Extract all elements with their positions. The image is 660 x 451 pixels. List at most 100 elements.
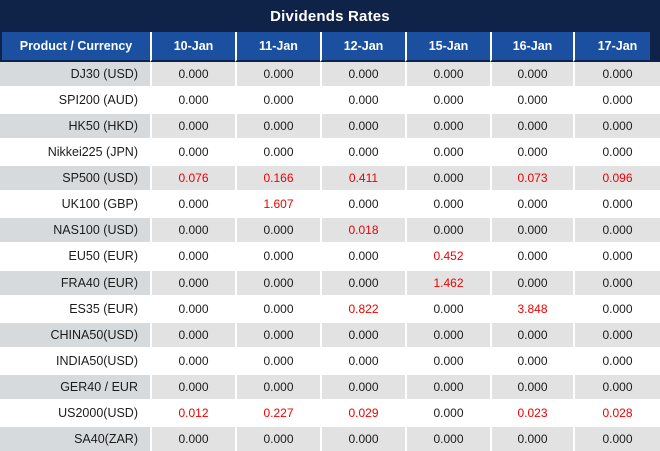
table-row: GER40 / EUR 0.000 0.000 0.000 0.000 0.000 0.00… <box>0 372 660 399</box>
product-label: DJ30 (USD) <box>0 62 150 87</box>
dividend-rate-cell: 0.000 <box>235 426 320 451</box>
dividend-rate-cell: 0.000 <box>490 140 573 165</box>
dividend-rate-cell: 0.000 <box>320 244 405 269</box>
date-column-header: 16-Jan <box>490 32 573 62</box>
product-label: US2000(USD) <box>0 400 150 425</box>
dividend-rate-cell: 0.411 <box>320 166 405 191</box>
dividend-rate-cell: 0.000 <box>405 348 490 373</box>
product-label: UK100 (GBP) <box>0 192 150 217</box>
dividend-rate-cell: 0.227 <box>235 400 320 425</box>
dividend-rate-cell: 0.000 <box>150 296 235 321</box>
table-row: EU50 (EUR) 0.000 0.000 0.000 0.452 0.000 0.000 <box>0 242 660 269</box>
dividend-rate-cell: 0.000 <box>320 270 405 295</box>
dividend-rate-cell: 0.000 <box>235 140 320 165</box>
corner-header-product-currency: Product / Currency <box>0 32 150 62</box>
dividend-rate-cell: 0.000 <box>573 140 660 165</box>
table-row: DJ30 (USD) 0.000 0.000 0.000 0.000 0.000 0.000 <box>0 62 660 87</box>
dividend-rate-cell: 0.000 <box>150 192 235 217</box>
dividend-rate-cell: 0.000 <box>405 192 490 217</box>
dividend-rate-cell: 0.000 <box>573 374 660 399</box>
dividend-rate-cell: 0.028 <box>573 400 660 425</box>
dividend-rate-cell: 0.000 <box>490 218 573 243</box>
table-row: NAS100 (USD) 0.000 0.000 0.018 0.000 0.000 0.0… <box>0 216 660 243</box>
dividend-rate-cell: 0.000 <box>405 88 490 113</box>
dividend-rate-cell: 0.000 <box>320 348 405 373</box>
dividend-rate-cell: 0.000 <box>405 114 490 139</box>
dividend-rate-cell: 0.000 <box>405 400 490 425</box>
date-column-header: 15-Jan <box>405 32 490 62</box>
dividend-rate-cell: 0.000 <box>573 270 660 295</box>
dividend-rate-cell: 0.000 <box>150 62 235 87</box>
dividend-rate-cell: 0.000 <box>573 114 660 139</box>
dividend-rate-cell: 0.000 <box>405 218 490 243</box>
date-column-header: 11-Jan <box>235 32 320 62</box>
panel-title: Dividends Rates <box>0 0 660 32</box>
dividend-rate-cell: 0.000 <box>490 62 573 87</box>
dividend-rate-cell: 0.000 <box>235 244 320 269</box>
dividend-rate-cell: 1.462 <box>405 270 490 295</box>
dividend-rate-cell: 0.000 <box>320 374 405 399</box>
dividend-rate-cell: 0.000 <box>150 88 235 113</box>
product-label: ES35 (EUR) <box>0 296 150 321</box>
table-row: Nikkei225 (JPN) 0.000 0.000 0.000 0.000 0.000… <box>0 138 660 165</box>
dividend-rate-cell: 0.000 <box>320 426 405 451</box>
dividend-rate-cell: 0.000 <box>150 244 235 269</box>
dividend-rate-cell: 0.000 <box>150 140 235 165</box>
dividend-rate-cell: 0.000 <box>490 270 573 295</box>
product-label: CHINA50(USD) <box>0 322 150 347</box>
dividend-rate-cell: 0.000 <box>405 426 490 451</box>
dividend-rate-cell: 0.000 <box>320 192 405 217</box>
dividend-rate-cell: 0.000 <box>320 88 405 113</box>
dividend-rate-cell: 0.000 <box>573 218 660 243</box>
dividend-rate-cell: 0.000 <box>573 322 660 347</box>
date-column-header: 17-Jan <box>573 32 660 62</box>
table-row: UK100 (GBP) 0.000 1.607 0.000 0.000 0.000 0.00… <box>0 190 660 217</box>
dividend-rate-cell: 0.000 <box>405 140 490 165</box>
table-row: SP500 (USD) 0.076 0.166 0.411 0.000 0.073 0.09… <box>0 164 660 191</box>
product-label: INDIA50(USD) <box>0 348 150 373</box>
dividend-rate-cell: 0.452 <box>405 244 490 269</box>
dividend-rate-cell: 0.000 <box>320 62 405 87</box>
dividend-rate-cell: 0.000 <box>405 62 490 87</box>
dividend-rate-cell: 0.000 <box>573 348 660 373</box>
dividend-rate-cell: 0.000 <box>150 426 235 451</box>
dividend-rate-cell: 0.000 <box>320 114 405 139</box>
dividend-rate-cell: 0.023 <box>490 400 573 425</box>
dividend-rate-cell: 0.000 <box>235 296 320 321</box>
dividend-rate-cell: 0.000 <box>405 374 490 399</box>
dividend-rate-cell: 0.000 <box>490 114 573 139</box>
dividend-rate-cell: 0.000 <box>150 322 235 347</box>
dividend-rate-cell: 0.000 <box>405 322 490 347</box>
dividend-rate-cell: 0.096 <box>573 166 660 191</box>
dividend-rate-cell: 0.029 <box>320 400 405 425</box>
product-label: Nikkei225 (JPN) <box>0 140 150 165</box>
dividend-rate-cell: 0.000 <box>150 348 235 373</box>
table-row: CHINA50(USD) 0.000 0.000 0.000 0.000 0.000 0.0… <box>0 320 660 347</box>
dividend-rate-cell: 0.000 <box>490 348 573 373</box>
dividend-rate-cell: 0.000 <box>490 374 573 399</box>
dividend-rate-cell: 0.000 <box>150 114 235 139</box>
date-column-header: 10-Jan <box>150 32 235 62</box>
table-header-row: Product / Currency 10-Jan 11-Jan 12-Jan 15-… <box>0 32 660 62</box>
dividend-rate-cell: 0.000 <box>235 88 320 113</box>
table-body: DJ30 (USD) 0.000 0.000 0.000 0.000 0.000 0.000… <box>0 62 660 451</box>
date-column-header: 12-Jan <box>320 32 405 62</box>
dividend-rate-cell: 0.000 <box>235 322 320 347</box>
dividend-rate-cell: 0.000 <box>235 374 320 399</box>
dividend-rate-cell: 0.076 <box>150 166 235 191</box>
product-label: EU50 (EUR) <box>0 244 150 269</box>
product-label: HK50 (HKD) <box>0 114 150 139</box>
table-row: US2000(USD) 0.012 0.227 0.029 0.000 0.023 0.02… <box>0 398 660 425</box>
product-label: SP500 (USD) <box>0 166 150 191</box>
product-label: FRA40 (EUR) <box>0 270 150 295</box>
dividend-rate-cell: 0.000 <box>573 88 660 113</box>
dividend-rate-cell: 0.000 <box>490 322 573 347</box>
dividend-rate-cell: 3.848 <box>490 296 573 321</box>
dividend-rate-cell: 0.000 <box>150 374 235 399</box>
dividend-rate-cell: 0.000 <box>235 270 320 295</box>
table-row: FRA40 (EUR) 0.000 0.000 0.000 1.462 0.000 0.00… <box>0 268 660 295</box>
dividend-rate-cell: 0.000 <box>490 426 573 451</box>
dividend-rate-cell: 0.166 <box>235 166 320 191</box>
product-label: SA40(ZAR) <box>0 426 150 451</box>
